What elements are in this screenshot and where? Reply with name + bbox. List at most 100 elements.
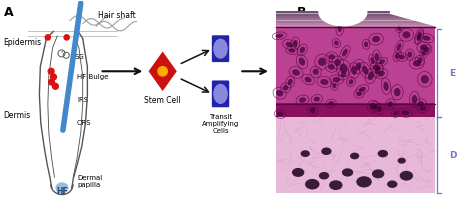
Ellipse shape [395,53,400,59]
Ellipse shape [397,43,401,50]
Ellipse shape [379,59,385,64]
Ellipse shape [342,49,348,57]
Ellipse shape [275,34,283,38]
Ellipse shape [378,150,388,157]
Ellipse shape [383,82,389,91]
Ellipse shape [348,79,354,84]
Ellipse shape [319,172,329,179]
Ellipse shape [300,47,305,53]
Ellipse shape [375,53,379,61]
Ellipse shape [421,51,426,56]
Text: HF: HF [56,187,68,196]
Ellipse shape [310,107,316,113]
Ellipse shape [356,91,362,96]
Circle shape [49,79,55,85]
Text: Hair shaft: Hair shaft [98,11,136,20]
Ellipse shape [362,66,368,75]
Ellipse shape [333,77,340,82]
Ellipse shape [337,23,342,32]
Ellipse shape [372,169,384,178]
FancyBboxPatch shape [212,35,229,62]
Ellipse shape [377,106,382,112]
Ellipse shape [314,97,320,102]
Text: SG: SG [74,54,84,60]
Ellipse shape [398,158,406,164]
Ellipse shape [412,95,417,104]
Text: HF Bulge: HF Bulge [77,74,109,80]
Ellipse shape [417,31,421,40]
Ellipse shape [421,75,429,84]
Ellipse shape [372,36,380,42]
Ellipse shape [407,52,412,58]
Ellipse shape [364,42,368,47]
Ellipse shape [305,179,319,189]
Ellipse shape [356,176,372,187]
Circle shape [64,35,69,40]
Ellipse shape [292,69,300,76]
Circle shape [51,74,56,80]
Ellipse shape [350,153,359,159]
Ellipse shape [55,182,69,194]
Ellipse shape [305,77,311,83]
Ellipse shape [420,44,428,51]
Ellipse shape [339,64,347,73]
Text: ORS: ORS [77,120,91,126]
Ellipse shape [342,168,353,177]
Text: B: B [297,6,306,19]
Ellipse shape [334,59,341,66]
Bar [275,26,435,103]
Circle shape [48,68,54,74]
Text: Epidermis: Epidermis [3,38,41,47]
Ellipse shape [313,69,319,75]
Ellipse shape [320,79,328,85]
Ellipse shape [413,60,421,66]
Ellipse shape [417,34,422,41]
Ellipse shape [318,58,326,66]
Ellipse shape [401,110,409,115]
Ellipse shape [370,57,374,64]
Ellipse shape [158,66,167,76]
Ellipse shape [418,101,424,107]
Ellipse shape [399,55,405,59]
Ellipse shape [214,39,227,58]
Ellipse shape [321,147,332,155]
Circle shape [46,35,50,40]
Ellipse shape [328,54,335,60]
Ellipse shape [394,88,401,96]
Text: D: D [449,150,456,160]
Ellipse shape [289,48,295,53]
Bar [275,11,435,27]
Ellipse shape [276,90,283,97]
Ellipse shape [334,41,339,46]
Ellipse shape [286,42,293,47]
FancyBboxPatch shape [212,80,229,107]
Text: A: A [4,6,14,19]
Ellipse shape [373,65,380,70]
Ellipse shape [299,58,305,65]
Ellipse shape [397,26,401,31]
Ellipse shape [351,66,357,75]
Ellipse shape [277,112,283,116]
Ellipse shape [387,101,393,107]
Ellipse shape [299,97,306,103]
Text: E: E [449,69,455,78]
Ellipse shape [329,180,343,190]
Ellipse shape [328,101,334,106]
Ellipse shape [400,171,413,181]
Ellipse shape [423,36,430,41]
Ellipse shape [292,168,304,177]
Text: Stem Cell: Stem Cell [145,96,181,105]
Ellipse shape [424,47,429,52]
Ellipse shape [283,85,289,90]
Ellipse shape [368,72,374,80]
Ellipse shape [293,40,298,47]
Ellipse shape [370,103,376,110]
Text: IRS: IRS [77,98,88,103]
Ellipse shape [214,84,227,103]
Text: Transit
Amplifying
Cells: Transit Amplifying Cells [202,114,239,134]
Circle shape [53,83,58,89]
Ellipse shape [328,64,335,70]
Ellipse shape [373,104,378,109]
Bar [275,117,435,193]
Polygon shape [148,52,177,91]
